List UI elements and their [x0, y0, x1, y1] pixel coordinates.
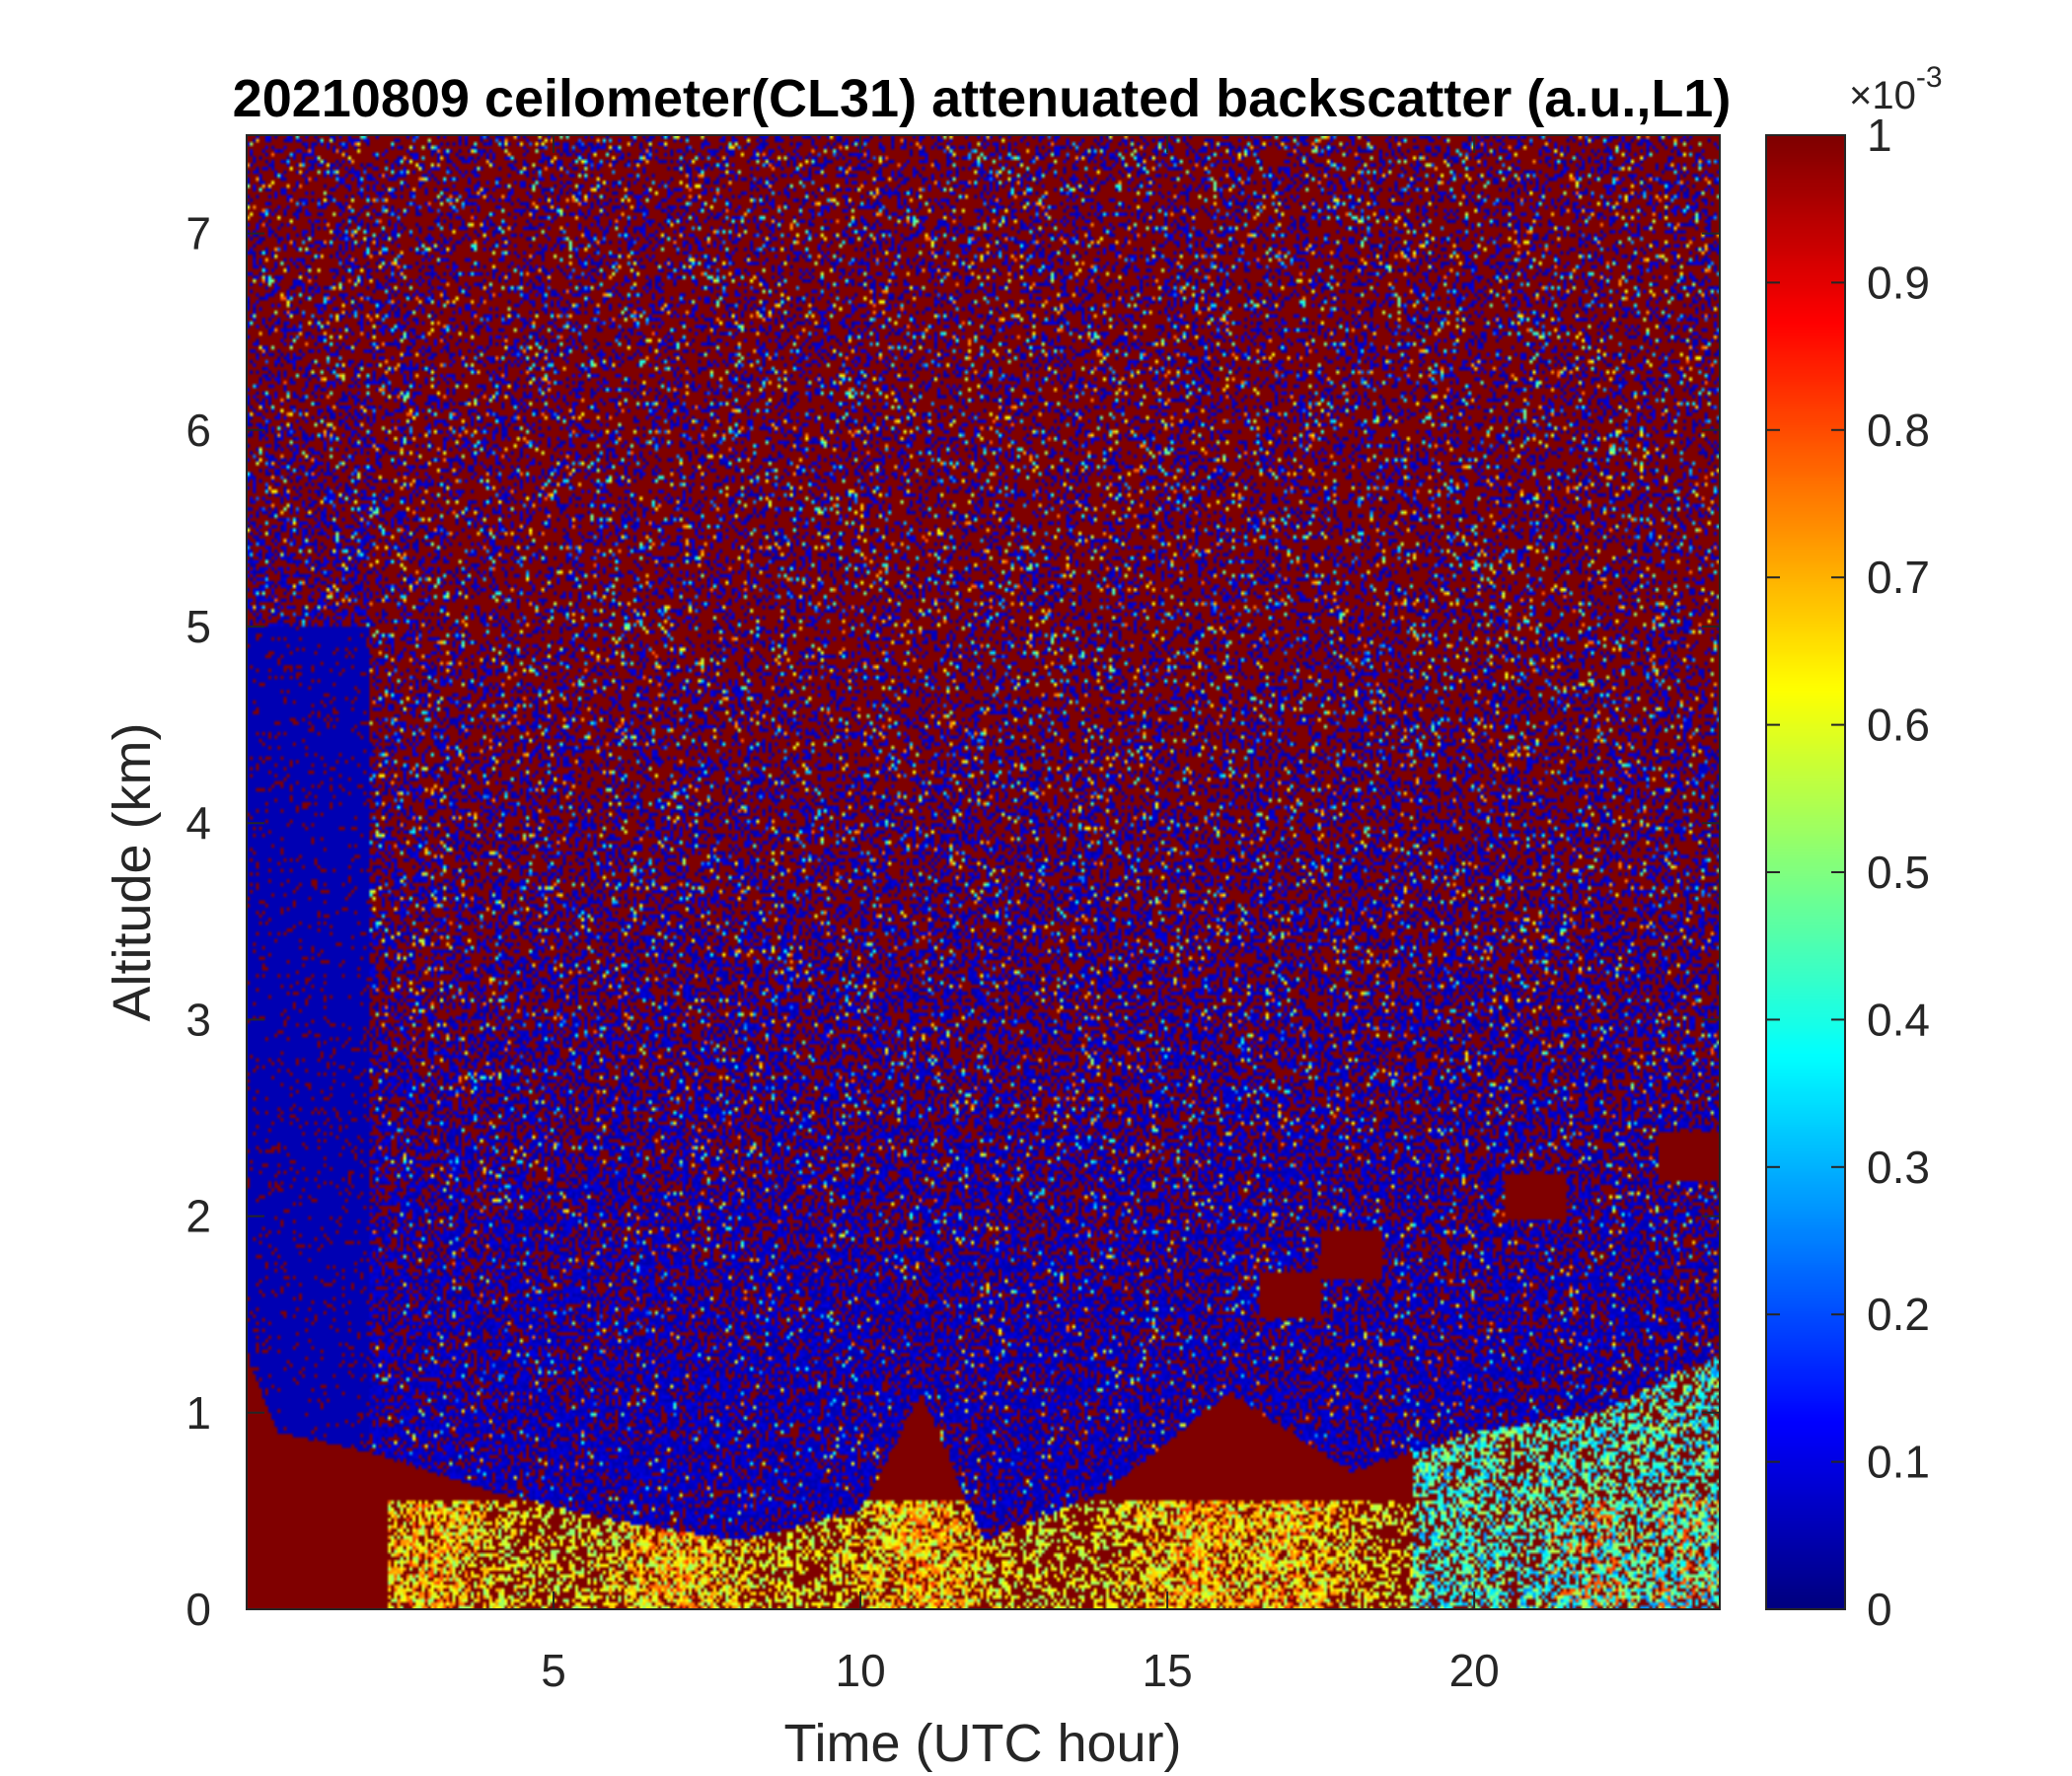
chart-title: 20210809 ceilometer(CL31) attenuated bac…	[233, 69, 1732, 128]
colorbar-tick-label: 0.8	[1867, 405, 1930, 456]
backscatter-heatmap	[247, 135, 1720, 1609]
y-axis-label: Altitude (km)	[103, 722, 162, 1021]
colorbar-exponent: ×10-3	[1849, 61, 1943, 117]
colorbar: 0 0.1 0.2 0.3 0.4 0.5 0.6 0.7 0.8 0.9 1 ×10-3	[1765, 61, 1943, 1635]
colorbar-tick-label: 0.6	[1867, 700, 1930, 751]
colorbar-tick-label: 0.9	[1867, 257, 1930, 308]
colorbar-tick-label: 0.3	[1867, 1142, 1930, 1193]
x-tick-label: 15	[1143, 1645, 1193, 1696]
plot-area	[246, 134, 1721, 1610]
x-tick-label: 20	[1449, 1645, 1500, 1696]
y-tick-label: 3	[185, 994, 211, 1045]
colorbar-exponent-power: -3	[1916, 61, 1943, 94]
colorbar-tick-label: 0.7	[1867, 552, 1930, 603]
y-tick-label: 7	[185, 208, 211, 259]
colorbar-tick-label: 0.4	[1867, 994, 1930, 1045]
colorbar-tick-label: 0.1	[1867, 1437, 1930, 1488]
y-tick-label: 6	[185, 405, 211, 456]
colorbar-ticks: 0 0.1 0.2 0.3 0.4 0.5 0.6 0.7 0.8 0.9 1	[1766, 110, 1930, 1635]
x-axis-label: Time (UTC hour)	[783, 1714, 1181, 1773]
colorbar-tick-label: 0.2	[1867, 1289, 1930, 1340]
y-tick-label: 1	[185, 1387, 211, 1439]
colorbar-exponent-base: ×10	[1849, 74, 1916, 117]
y-tick-label: 2	[185, 1191, 211, 1242]
x-axis-ticks: 5 10 15 20	[541, 135, 1500, 1696]
x-tick-label: 5	[541, 1645, 566, 1696]
plot-frame	[246, 134, 1721, 1610]
y-axis-ticks: 0 1 2 3 4 5 6 7	[185, 208, 1720, 1635]
x-tick-label: 10	[835, 1645, 885, 1696]
colorbar-tick-label: 0	[1867, 1584, 1892, 1635]
colorbar-tick-label: 0.5	[1867, 847, 1930, 898]
y-tick-label: 4	[185, 797, 211, 849]
y-tick-label: 5	[185, 601, 211, 652]
colorbar-tick-label: 1	[1867, 110, 1892, 161]
y-tick-label: 0	[185, 1584, 211, 1635]
